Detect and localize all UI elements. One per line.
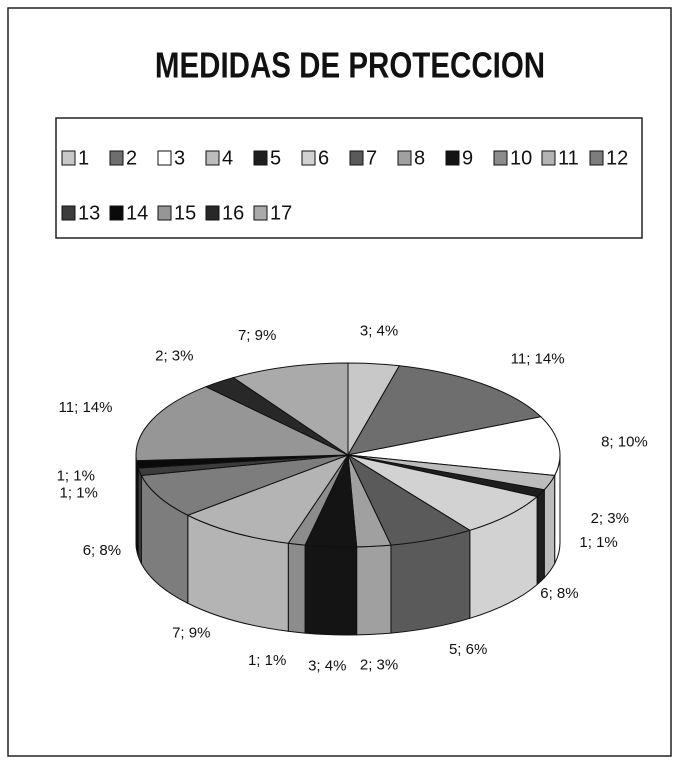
legend-label: 16 [222, 202, 244, 224]
legend-label: 17 [270, 202, 292, 224]
chart-title: MEDIDAS DE PROTECCION [155, 45, 545, 85]
slice [140, 454, 349, 516]
legend-label: 14 [126, 202, 148, 224]
legend-swatch [205, 150, 220, 166]
legend-swatch [253, 150, 268, 166]
slice [347, 454, 539, 531]
legend-box [55, 117, 643, 239]
legend-label: 8 [414, 147, 425, 169]
legend-swatch [397, 150, 412, 166]
legend-swatch [541, 150, 556, 166]
data-label: 7; 9% [172, 624, 210, 641]
data-label: 3; 4% [308, 657, 346, 674]
slice-side [390, 529, 471, 634]
slice [347, 365, 542, 456]
data-label: 6; 8% [540, 585, 578, 602]
legend-label: 5 [270, 147, 281, 169]
legend-swatch [253, 205, 268, 221]
legend-label: 10 [510, 147, 532, 169]
legend-swatch [589, 150, 604, 166]
legend-label: 1 [78, 147, 89, 169]
legend-label: 6 [318, 147, 329, 169]
legend-swatch [445, 150, 460, 166]
data-label: 8; 10% [601, 433, 648, 450]
legend-swatch [61, 205, 76, 221]
data-label: 1; 1% [57, 468, 95, 485]
legend-label: 11 [558, 147, 579, 169]
slice [186, 453, 350, 544]
slice-side [304, 544, 358, 636]
data-label: 11; 14% [511, 350, 565, 367]
slice [135, 386, 349, 462]
data-label: 2; 3% [155, 347, 193, 364]
data-label: 3; 4% [360, 323, 398, 340]
legend-label: 7 [366, 147, 377, 169]
slice-side [536, 488, 545, 586]
legend-swatch [61, 150, 76, 166]
slice-side [356, 544, 392, 636]
legend-swatch [157, 150, 172, 166]
data-label: 1; 1% [60, 485, 98, 502]
data-label: 7; 9% [238, 327, 276, 344]
data-label: 2; 3% [360, 657, 398, 674]
legend-swatch [205, 205, 220, 221]
legend-swatch [109, 150, 124, 166]
data-label: 6; 8% [83, 542, 121, 559]
slice-side [543, 475, 556, 580]
legend-label: 12 [606, 147, 628, 169]
data-label: 5; 6% [449, 641, 487, 658]
legend-swatch [301, 150, 316, 166]
legend-swatch [349, 150, 364, 166]
legend-swatch [157, 205, 172, 221]
legend-label: 15 [174, 202, 196, 224]
chart-border [7, 7, 672, 757]
legend-swatch [493, 150, 508, 166]
data-label: 1; 1% [579, 534, 617, 551]
legend-label: 2 [126, 147, 137, 169]
legend-swatch [109, 205, 124, 221]
data-label: 2; 3% [591, 510, 629, 527]
data-label: 1; 1% [248, 652, 286, 669]
slice [232, 362, 349, 456]
legend-label: 9 [462, 147, 473, 169]
slice [347, 416, 561, 477]
legend-label: 4 [222, 147, 233, 169]
legend-label: 3 [174, 147, 185, 169]
slice-side [287, 542, 306, 634]
legend-label: 13 [78, 202, 100, 224]
data-label: 11; 14% [59, 399, 113, 416]
